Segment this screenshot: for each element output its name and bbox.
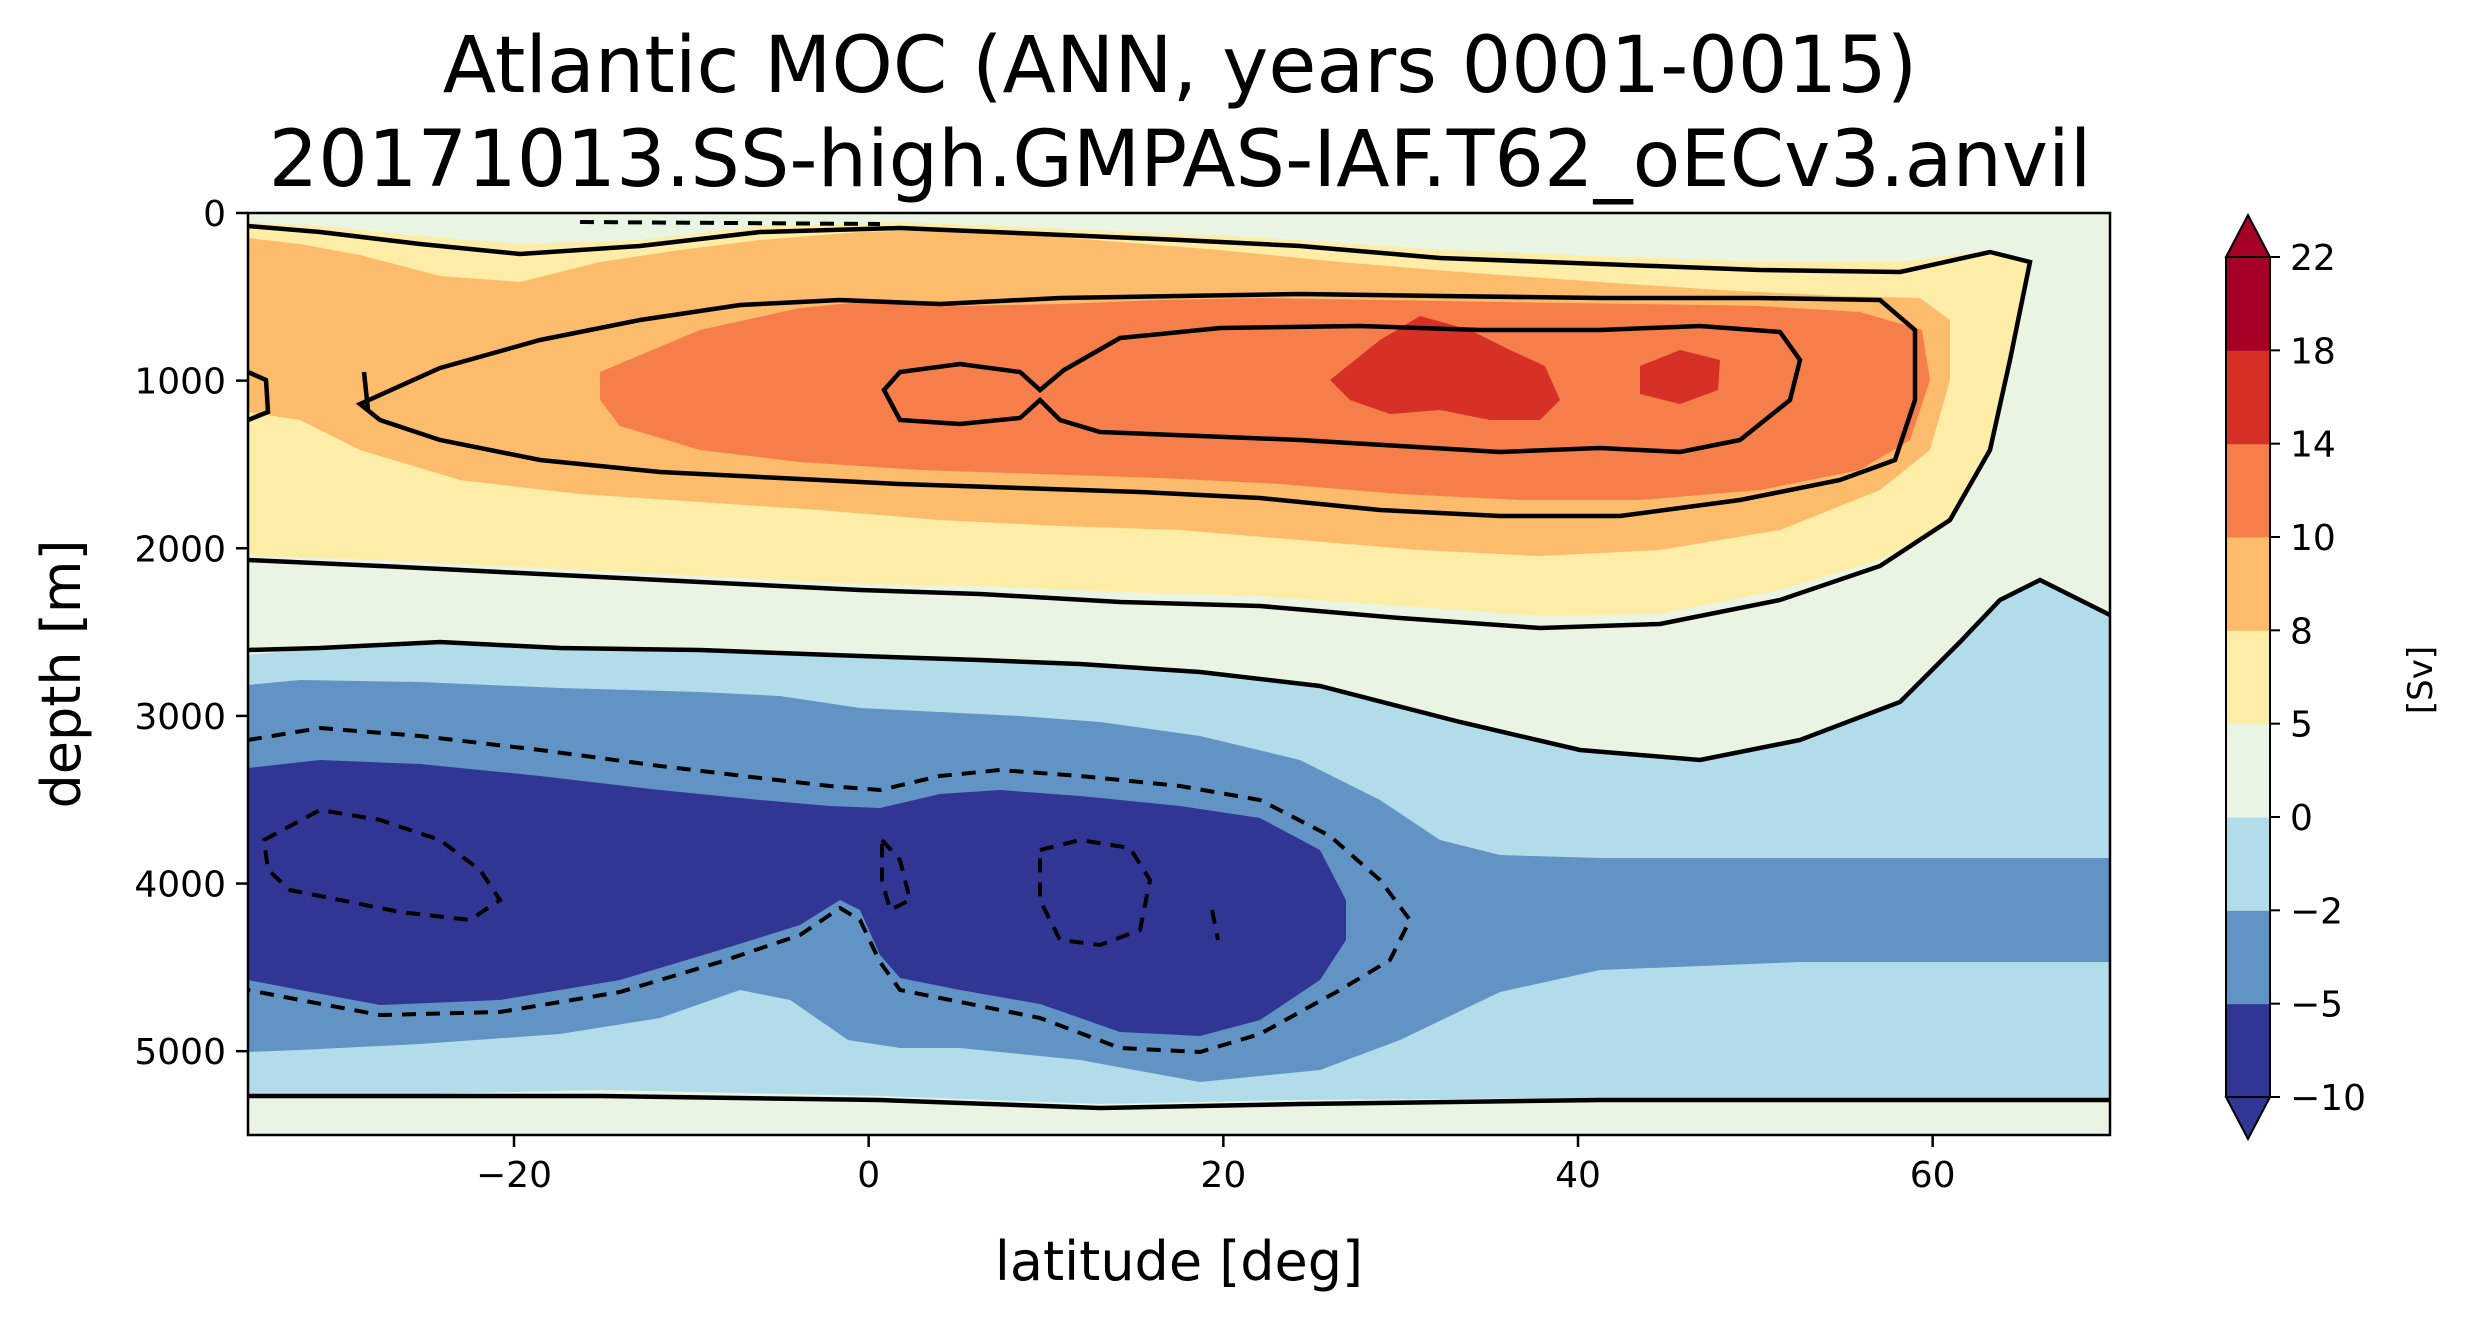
contour-line-negative-outer <box>248 725 1413 1055</box>
colorbar-band <box>2226 1003 2270 1098</box>
colorbar-tick-label: −5 <box>2290 985 2343 1026</box>
contour-line-positive-inner-1 <box>355 291 1918 519</box>
colorbar-tick-label: 22 <box>2290 238 2336 279</box>
contour-line-negative-inner-1 <box>261 807 503 923</box>
y-tick-label: 4000 <box>134 865 226 906</box>
colorbar-band <box>2226 350 2270 445</box>
y-tick-label: 0 <box>203 194 226 235</box>
x-tick-label: 20 <box>1200 1155 1246 1196</box>
colorbar-band <box>2226 537 2270 631</box>
contour-lines <box>248 223 2110 1111</box>
x-axis-label: latitude [deg] <box>995 1230 1363 1293</box>
y-tick-label: 3000 <box>134 697 226 738</box>
colorbar-band <box>2226 257 2270 351</box>
colorbar-tick-label: 8 <box>2290 611 2313 652</box>
pos-band-5b <box>1640 350 1720 404</box>
contour-line-left-tick <box>361 371 371 411</box>
x-axis: −20 0 20 40 60 <box>476 1135 1956 1196</box>
colorbar-extend-min <box>2224 1096 2272 1142</box>
colorbar-extend-max <box>2224 212 2272 258</box>
colorbar-band <box>2226 910 2270 1005</box>
colorbar-band <box>2226 817 2270 911</box>
x-tick-label: −20 <box>476 1155 552 1196</box>
colorbar-band <box>2226 630 2270 725</box>
y-tick-label: 2000 <box>134 529 226 570</box>
x-tick-label: 40 <box>1555 1155 1601 1196</box>
plot-frame <box>246 211 2112 1137</box>
contour-line-positive-inner-2 <box>881 323 1803 455</box>
y-tick-label: 1000 <box>134 362 226 403</box>
chart-title-line-2: 20171013.SS-high.GMPAS-IAF.T62_oECv3.anv… <box>269 115 2092 205</box>
contour-line-left-edge <box>248 369 271 423</box>
x-tick-label: 60 <box>1910 1155 1956 1196</box>
colorbar-tick-label: −10 <box>2290 1078 2366 1119</box>
colorbar-tick-label: 0 <box>2290 798 2313 839</box>
contour-lines-negative <box>248 220 1413 1055</box>
contour-line-bottom <box>248 1093 2110 1111</box>
colorbar-frame <box>2225 256 2271 1098</box>
y-axis: 0 1000 2000 3000 4000 5000 <box>134 194 248 1073</box>
colorbar-band <box>2226 723 2270 818</box>
y-axis-label: depth [m] <box>30 539 93 808</box>
contour-line-negative-inner-3 <box>880 834 913 913</box>
neg-band-3 <box>248 760 1346 1036</box>
x-tick-label: 0 <box>857 1155 880 1196</box>
contour-line-negative-inner-2 <box>1038 837 1153 948</box>
pos-band-5 <box>1330 316 1560 420</box>
contour-line-positive-outer <box>248 223 2033 631</box>
colorbar-tick-label: 5 <box>2290 705 2313 746</box>
contour-line-zero <box>248 577 2110 763</box>
colorbar-tick-label: 14 <box>2290 425 2336 466</box>
contour-line-negative-inner-4 <box>1210 909 1220 941</box>
colorbar-band <box>2226 443 2270 538</box>
colorbar: −10 −5 −2 0 5 8 10 14 18 22 <box>2224 212 2366 1142</box>
chart-title-line-1: Atlantic MOC (ANN, years 0001-0015) <box>443 21 1917 111</box>
colorbar-tick-label: 18 <box>2290 331 2336 372</box>
colorbar-tick-label: 10 <box>2290 518 2336 559</box>
contour-line-negative-surface <box>579 220 881 226</box>
plot-area <box>248 213 2110 1135</box>
colorbar-label: [Sv] <box>2401 646 2441 714</box>
y-tick-label: 5000 <box>134 1032 226 1073</box>
colorbar-tick-label: −2 <box>2290 891 2343 932</box>
